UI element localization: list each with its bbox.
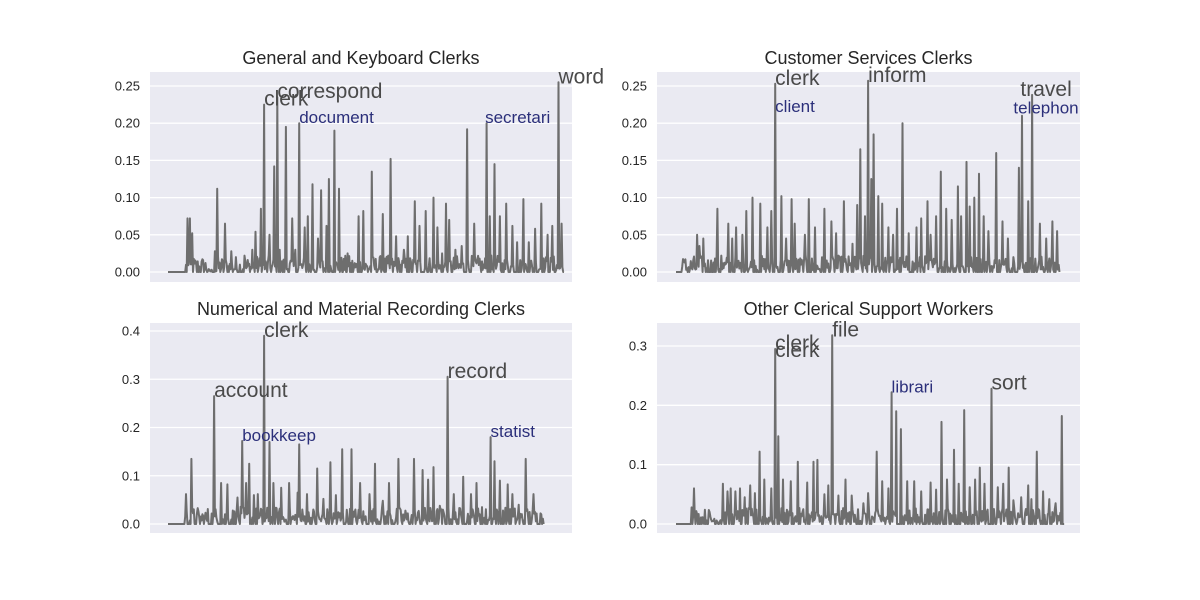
- word-annotation: document: [299, 108, 374, 127]
- chart-panel-3: 0.0 0.1 0.2 0.3 0.4 Numerical and Material Re…: [122, 299, 572, 533]
- y-tick-label: 0.10: [115, 190, 140, 205]
- y-tick-label: 0.1: [629, 457, 647, 472]
- series-line: [676, 79, 1061, 273]
- word-annotation: correspond: [277, 80, 382, 103]
- word-annotation: telephon: [1013, 99, 1078, 118]
- y-tick-label: 0.00: [622, 265, 647, 280]
- y-tick-label: 0.00: [115, 265, 140, 280]
- word-annotation: clerk: [264, 319, 309, 342]
- series-line: [676, 334, 1065, 525]
- word-annotation: travel: [1020, 78, 1071, 101]
- y-tick-label: 0.0: [629, 517, 647, 532]
- y-tick-label: 0.15: [115, 153, 140, 168]
- word-annotation: clerk: [775, 67, 820, 90]
- chart-panel-2: 0.00 0.05 0.10 0.15 0.20 0.25 Customer Service…: [622, 48, 1080, 282]
- word-annotation: sort: [992, 372, 1027, 395]
- plot-area: [150, 72, 572, 282]
- y-tick-label: 0.2: [629, 398, 647, 413]
- y-tick-label: 0.05: [622, 227, 647, 242]
- y-tick-label: 0.1: [122, 468, 140, 483]
- word-annotation: account: [214, 379, 288, 402]
- y-tick-label: 0.20: [622, 116, 647, 131]
- chart-title: Customer Services Clerks: [764, 48, 972, 68]
- y-tick-label: 0.4: [122, 324, 140, 339]
- y-tick-label: 0.3: [629, 339, 647, 354]
- word-annotation: clerk: [264, 88, 309, 111]
- word-annotation: statist: [491, 422, 536, 441]
- y-tick-label: 0.25: [115, 79, 140, 94]
- y-tick-label: 0.0: [122, 517, 140, 532]
- chart-title: Numerical and Material Recording Clerks: [197, 299, 525, 319]
- word-annotation: record: [448, 360, 508, 383]
- y-tick-label: 0.10: [622, 190, 647, 205]
- chart-panel-4: 0.0 0.1 0.2 0.3 Other Clerical Support Worke…: [629, 299, 1080, 533]
- word-annotation: client: [775, 97, 815, 116]
- y-tick-label: 0.25: [622, 79, 647, 94]
- word-annotation: clerk: [775, 332, 820, 355]
- y-tick-label: 0.3: [122, 372, 140, 387]
- chart-title: General and Keyboard Clerks: [242, 48, 479, 68]
- y-tick-label: 0.2: [122, 420, 140, 435]
- word-annotation: librari: [892, 377, 934, 396]
- y-tick-label: 0.20: [115, 116, 140, 131]
- word-annotation: clerk: [775, 339, 820, 362]
- word-annotation: secretari: [485, 108, 550, 127]
- series-line: [168, 334, 545, 525]
- word-annotation: file: [832, 318, 859, 341]
- y-tick-label: 0.15: [622, 153, 647, 168]
- word-annotation: word: [558, 65, 605, 88]
- y-tick-label: 0.05: [115, 227, 140, 242]
- chart-title: Other Clerical Support Workers: [744, 299, 994, 319]
- series-line: [168, 81, 565, 273]
- word-annotation: inform: [868, 64, 926, 87]
- chart-panel-1: 0.00 0.05 0.10 0.15 0.20 0.25 General and Keyb…: [115, 48, 604, 282]
- word-annotation: bookkeep: [242, 426, 316, 445]
